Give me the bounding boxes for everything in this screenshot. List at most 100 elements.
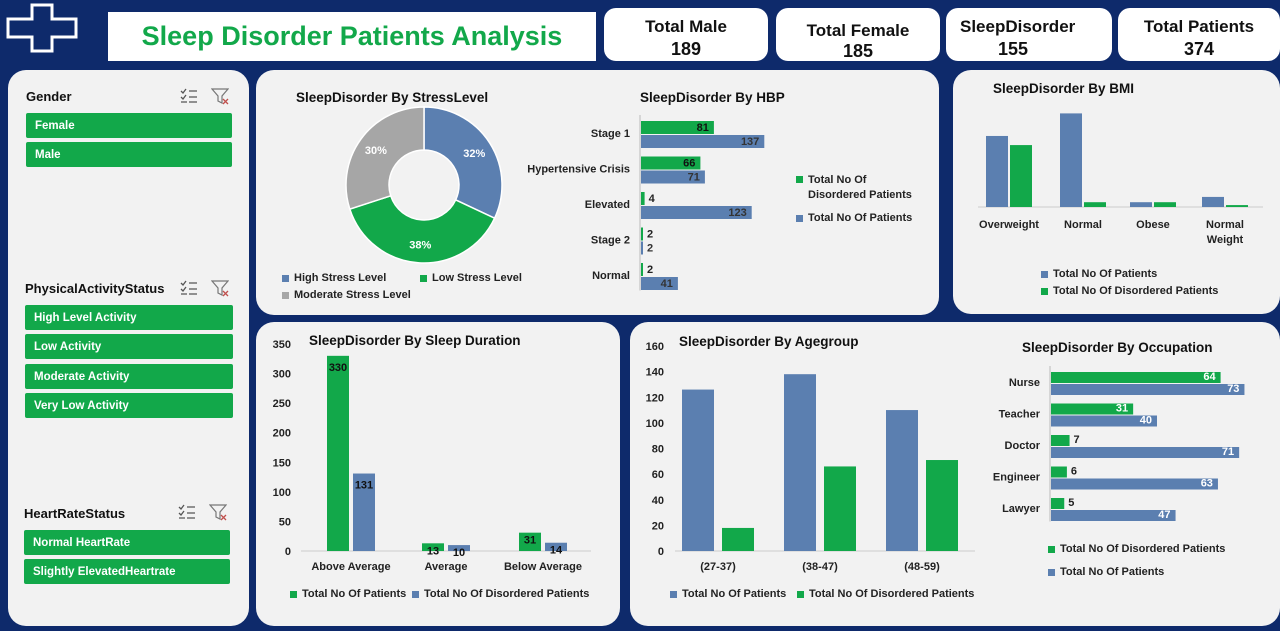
bar-total-doctor — [1051, 447, 1240, 458]
value-label-total-teacher: 40 — [1140, 415, 1152, 427]
value-label-total-nurse: 73 — [1227, 383, 1239, 395]
bar-total-stage-2 — [641, 241, 643, 255]
category-label-normal: Normal — [592, 270, 630, 282]
medical-cross-logo — [6, 3, 78, 53]
value-label-s2-average: 10 — [453, 547, 465, 559]
kpi-total-male: Total Male 189 — [604, 8, 768, 61]
multi-select-icon[interactable] — [180, 279, 198, 297]
value-label-disordered-teacher: 31 — [1116, 403, 1128, 415]
bar-disordered-stage-2 — [641, 227, 643, 241]
slicer-item-normal-heartrate[interactable]: Normal HeartRate — [24, 530, 230, 555]
slicer-item-male[interactable]: Male — [26, 142, 232, 167]
category-label-hypertensive-crisis: Hypertensive Crisis — [527, 164, 630, 176]
slicer-item-moderate-activity[interactable]: Moderate Activity — [25, 364, 233, 389]
value-label-total-hypertensive-crisis: 71 — [688, 172, 700, 184]
legend-age-total: Total No Of Patients — [670, 588, 786, 600]
activity-slicer-title: PhysicalActivityStatus — [25, 281, 165, 296]
legend-high-stress: High Stress Level — [282, 272, 386, 284]
y-tick-60: 60 — [652, 469, 664, 481]
value-label-total-stage-1: 137 — [741, 136, 759, 148]
hbp-chart-title: SleepDisorder By HBP — [640, 90, 785, 105]
heart-slicer-title: HeartRateStatus — [24, 506, 126, 521]
bar-s1-38-47 — [784, 374, 816, 551]
value-label-disordered-lawyer: 5 — [1068, 497, 1074, 509]
y-tick-40: 40 — [652, 495, 664, 507]
slicer-item-female[interactable]: Female — [26, 113, 232, 138]
category-label-stage-1: Stage 1 — [591, 128, 630, 140]
bar-s2-below-average — [545, 542, 567, 551]
bar-disordered-hypertensive-crisis — [641, 156, 701, 170]
legend-bmi-total: Total No Of Patients — [1041, 268, 1157, 280]
legend-hbp-disordered: Total No Of Disordered Patients — [796, 173, 918, 203]
legend-occ-total: Total No Of Patients — [1048, 566, 1164, 578]
bar-s2-38-47 — [824, 466, 856, 551]
occupation-bar-chart: Nurse 64 73 Teacher 31 40 Doctor 7 71 Engineer 6 63… — [993, 366, 1245, 522]
y-tick-20: 20 — [652, 520, 664, 532]
legend-bmi-disordered: Total No Of Disordered Patients — [1041, 285, 1218, 297]
category-label-elevated: Elevated — [585, 199, 630, 211]
kpi-sleep-disorder: SleepDisorder 155 — [946, 8, 1112, 61]
bar-disordered-stage-1 — [641, 121, 714, 134]
bar-disordered-obese — [1154, 202, 1176, 207]
slicer-item-high-activity[interactable]: High Level Activity — [25, 305, 233, 330]
value-label-disordered-doctor: 7 — [1074, 434, 1080, 446]
value-label-disordered-normal: 2 — [647, 264, 653, 276]
bar-total-hypertensive-crisis — [641, 170, 705, 184]
bmi-bar-chart: Overweight Normal Obese Normal Weight — [978, 113, 1263, 246]
slicer-item-low-activity[interactable]: Low Activity — [25, 334, 233, 359]
y-tick-300: 300 — [273, 369, 291, 381]
multi-select-icon[interactable] — [178, 503, 196, 521]
bar-s2-27-37 — [722, 527, 754, 551]
bar-disordered-teacher — [1051, 403, 1134, 415]
bar-s2-above-average — [353, 473, 375, 551]
clear-filter-icon[interactable] — [211, 87, 229, 105]
value-label-disordered-hypertensive-crisis: 66 — [683, 158, 695, 170]
bar-total-normal — [1060, 113, 1082, 207]
donut-slice-high-stress-level — [423, 106, 503, 220]
y-tick-140: 140 — [646, 367, 664, 379]
donut-slice-moderate-stress-level — [345, 106, 425, 211]
bar-disordered-lawyer — [1051, 498, 1065, 509]
clear-filter-icon[interactable] — [209, 503, 227, 521]
bar-total-teacher — [1051, 415, 1157, 427]
bar-total-normal — [641, 277, 678, 290]
bar-disordered-nurse — [1051, 372, 1221, 383]
bar-s1-27-37 — [682, 389, 714, 551]
bar-s1-average — [422, 543, 444, 551]
category-label-obese: Obese — [1136, 219, 1170, 231]
clear-filter-icon[interactable] — [211, 279, 229, 297]
agegroup-bar-chart: 0 20 40 60 80 100 120 140 160 (27-37) (38-47) (48-5… — [646, 341, 975, 573]
category-label-below-average: Below Average — [504, 561, 582, 573]
value-label-s1-above-average: 330 — [329, 362, 347, 374]
value-label-total-stage-2: 2 — [647, 243, 653, 255]
category-label-doctor: Doctor — [1005, 440, 1041, 452]
category-label-normal-weight-1: Weight — [1207, 234, 1244, 246]
kpi-total-patients: Total Patients 374 — [1118, 8, 1280, 61]
y-tick-100: 100 — [273, 487, 291, 499]
y-tick-350: 350 — [273, 339, 291, 351]
bar-disordered-overweight — [1010, 145, 1032, 207]
bar-s1-below-average — [519, 532, 541, 551]
age-occupation-panel: SleepDisorder By Agegroup 0 20 40 60 80 100 12… — [630, 322, 1280, 626]
category-label-27-37: (27-37) — [700, 561, 736, 573]
multi-select-icon[interactable] — [180, 87, 198, 105]
bar-s2-48-59 — [926, 460, 958, 551]
value-label-total-doctor: 71 — [1222, 446, 1234, 458]
value-label-s2-below-average: 14 — [550, 545, 563, 557]
value-label-total-normal: 41 — [661, 278, 673, 290]
bar-s1-48-59 — [886, 410, 918, 551]
value-label-total-lawyer: 47 — [1158, 509, 1170, 521]
category-label-teacher: Teacher — [999, 409, 1041, 421]
category-label-overweight: Overweight — [979, 219, 1039, 231]
bar-disordered-normal — [1084, 202, 1106, 207]
bar-disordered-engineer — [1051, 466, 1067, 478]
slicer-item-very-low-activity[interactable]: Very Low Activity — [25, 393, 233, 418]
donut-label-moderate-stress-level: 30% — [365, 145, 387, 157]
slicer-item-elevated-heartrate[interactable]: Slightly ElevatedHeartrate — [24, 559, 230, 584]
y-tick-250: 250 — [273, 398, 291, 410]
y-tick-200: 200 — [273, 428, 291, 440]
bar-disordered-normal-weight — [1226, 205, 1248, 207]
category-label-normal: Normal — [1064, 219, 1102, 231]
y-tick-0: 0 — [658, 546, 664, 558]
bar-total-engineer — [1051, 478, 1218, 490]
